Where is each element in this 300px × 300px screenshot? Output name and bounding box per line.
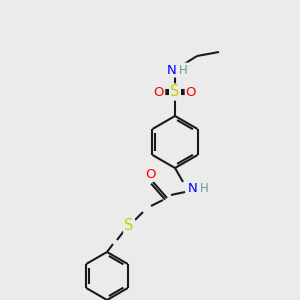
Text: S: S: [170, 85, 180, 100]
Text: O: O: [154, 85, 164, 98]
Text: H: H: [200, 182, 208, 194]
Text: N: N: [188, 182, 198, 194]
Text: N: N: [167, 64, 177, 76]
Text: H: H: [178, 64, 188, 76]
Text: O: O: [146, 167, 156, 181]
Text: O: O: [186, 85, 196, 98]
Text: S: S: [124, 218, 134, 233]
